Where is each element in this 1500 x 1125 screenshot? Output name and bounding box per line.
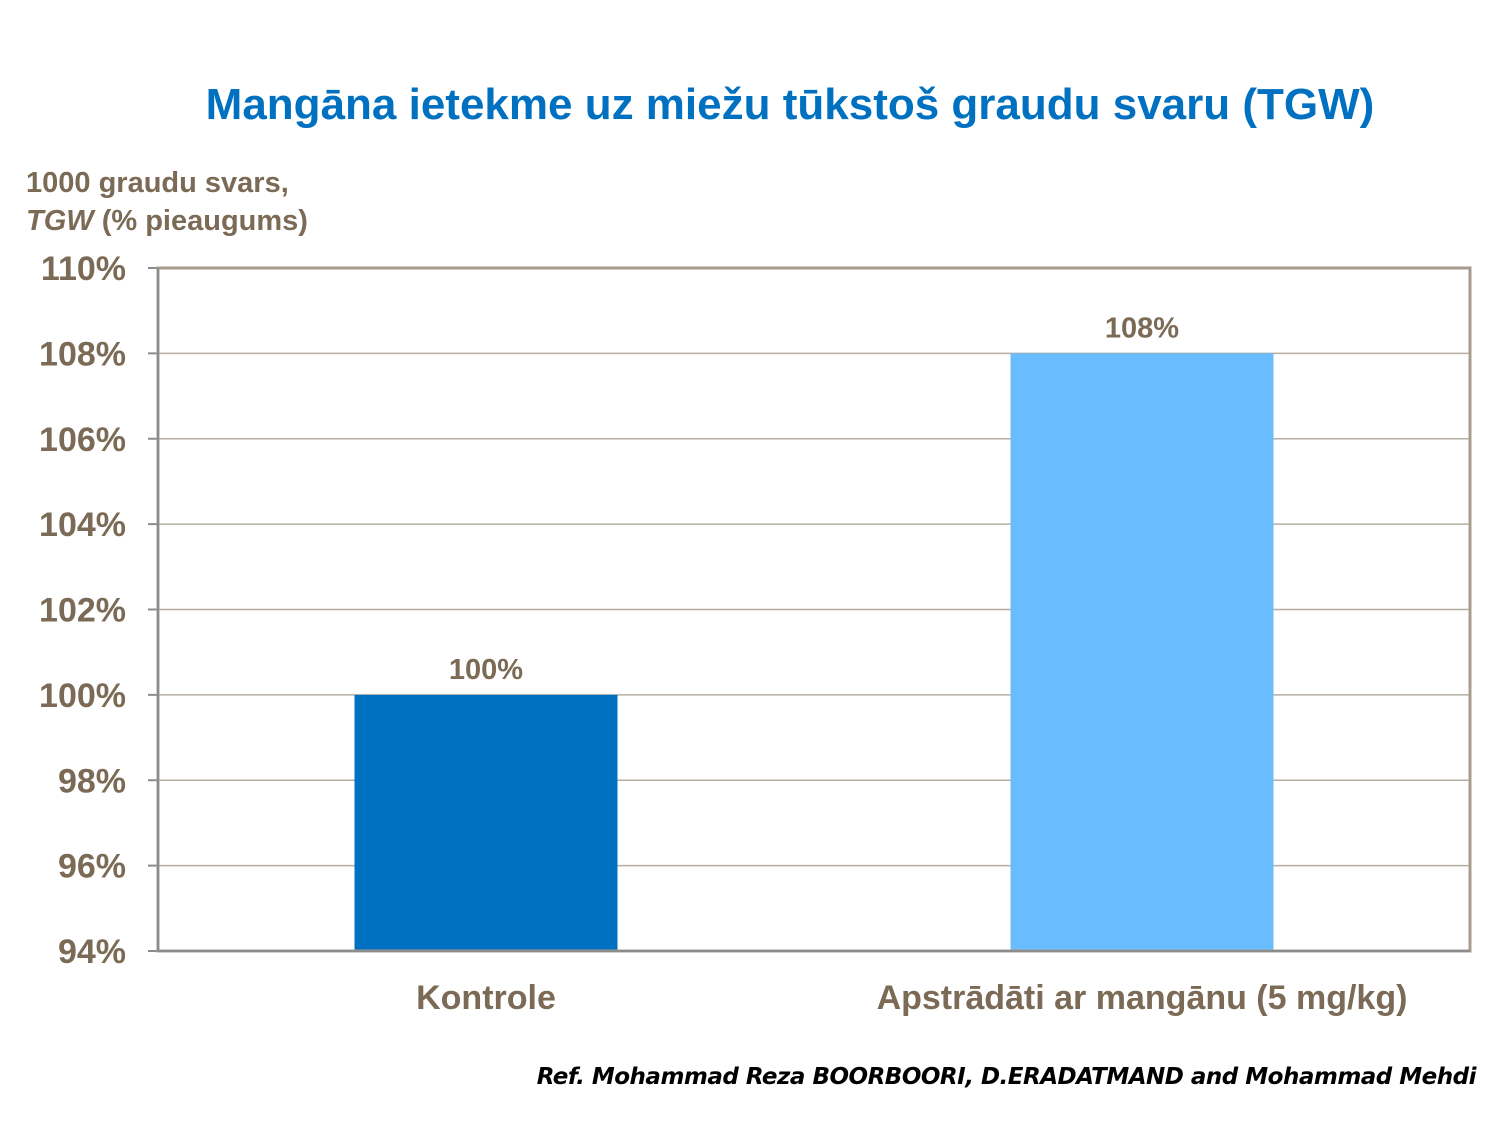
y-tick-label: 104% [39,506,126,544]
chart-title: Mangāna ietekme uz miežu tūkstoš graudu … [205,80,1375,129]
y-tick-label: 108% [39,335,126,373]
y-axis-label-line1: 1000 graudu svars, [26,167,289,199]
bar-2 [1010,353,1274,951]
reference-note: Ref. Mohammad Reza BOORBOORI, D.ERADATMA… [536,1064,1477,1090]
y-axis-label-rest: (% pieaugums) [93,205,308,237]
data-label: 108% [1105,312,1179,344]
y-tick-label: 98% [58,762,126,800]
y-tick-label: 96% [58,848,126,886]
x-category-label: Kontrole [416,979,556,1017]
y-tick-label: 106% [39,421,126,459]
y-tick-label: 100% [39,677,126,715]
y-axis-label-tgw: TGW [26,205,94,237]
x-category-label: Apstrādāti ar mangānu (5 mg/kg) [877,979,1408,1017]
y-tick-label: 102% [39,592,126,630]
y-axis-label: 1000 graudu svars, TGW (% pieaugums) [26,164,308,240]
y-axis-label-line2: TGW (% pieaugums) [26,202,308,240]
y-tick-label: 110% [41,250,126,288]
bar-1 [354,694,618,951]
y-tick-label: 94% [58,933,126,971]
data-label: 100% [449,654,523,686]
